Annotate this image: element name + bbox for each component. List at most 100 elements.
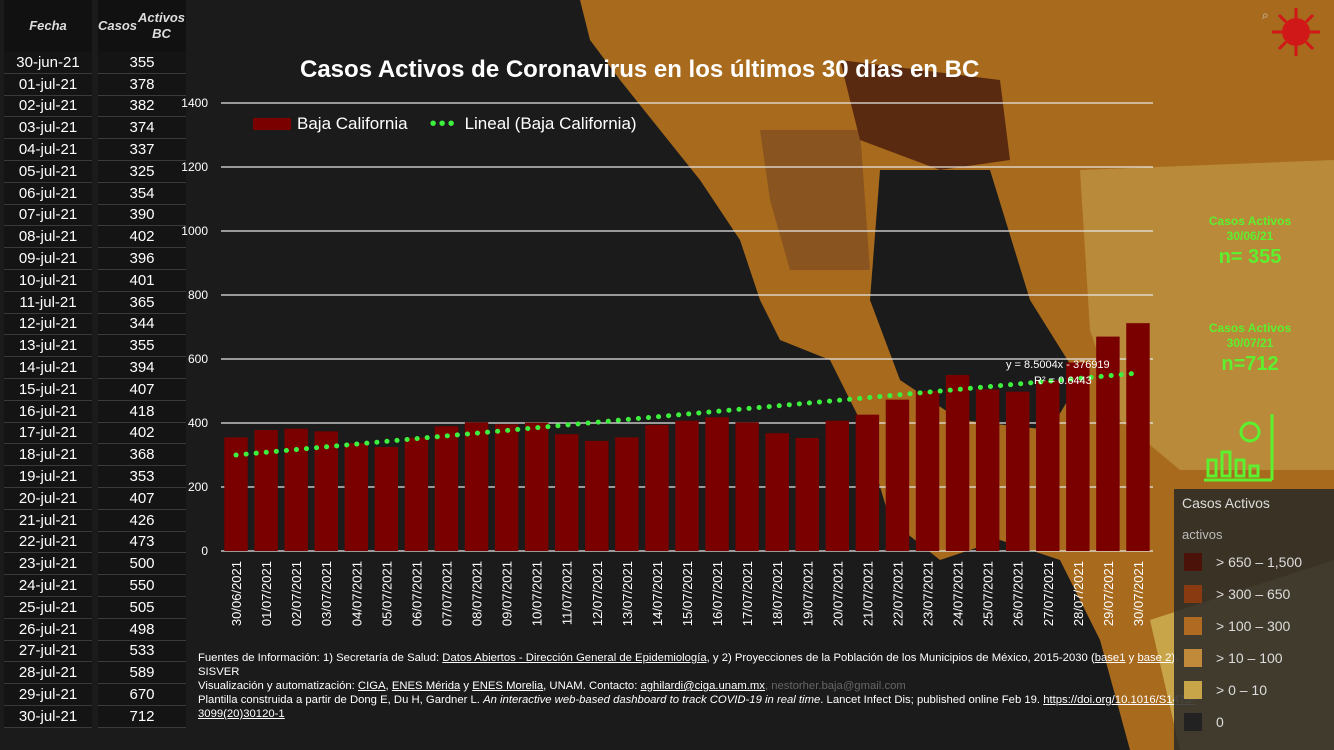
bar — [1096, 336, 1120, 551]
chart-legend: Baja California ••• Lineal (Baja Califor… — [253, 114, 637, 134]
x-tick-label: 05/07/2021 — [379, 561, 394, 626]
trend-line — [233, 370, 1141, 458]
bar — [735, 422, 759, 551]
x-tick-label: 11/07/2021 — [560, 561, 575, 625]
link-enes-merida[interactable]: ENES Mérida — [391, 680, 461, 692]
map-legend-label: > 0 – 10 — [1216, 682, 1267, 698]
row-date: 20-jul-21 — [4, 487, 92, 510]
table-row: 27-jul-21 533 — [4, 640, 188, 663]
table-row: 08-jul-21 402 — [4, 226, 188, 249]
bar — [1005, 391, 1030, 551]
table-row: 30-jun-21 355 — [4, 52, 188, 74]
row-value: 500 — [98, 553, 186, 576]
row-date: 07-jul-21 — [4, 204, 92, 227]
x-tick-label: 15/07/2021 — [680, 561, 695, 626]
bar — [945, 375, 970, 551]
bar — [524, 422, 549, 551]
row-date: 21-jul-21 — [4, 509, 92, 532]
link-datos-abiertos[interactable]: Datos Abiertos - Dirección General de Ep… — [442, 652, 707, 664]
bar — [855, 414, 880, 551]
bar — [1066, 362, 1090, 551]
row-date: 03-jul-21 — [4, 117, 92, 140]
x-tick-label: 21/07/2021 — [860, 561, 875, 626]
link-enes-morelia[interactable]: ENES Morelia — [472, 680, 544, 692]
x-tick-label: 09/07/2021 — [500, 561, 515, 626]
x-tick-label: 01/07/2021 — [259, 561, 274, 626]
search-icon[interactable]: ⌕ — [1262, 8, 1269, 22]
row-date: 26-jul-21 — [4, 618, 92, 641]
bar — [975, 389, 1000, 551]
row-date: 24-jul-21 — [4, 575, 92, 597]
row-value: 368 — [98, 444, 186, 467]
bar — [825, 420, 850, 551]
row-value: 670 — [98, 684, 186, 706]
last-label: Casos Activos — [1208, 321, 1292, 335]
row-date: 13-jul-21 — [4, 335, 92, 358]
bar — [254, 430, 278, 551]
row-date: 11-jul-21 — [4, 291, 92, 314]
link-base2[interactable]: base 2 — [1137, 652, 1172, 664]
x-tick-label: 28/07/2021 — [1071, 561, 1086, 626]
link-base1[interactable]: base1 — [1094, 652, 1126, 664]
row-date: 29-jul-21 — [4, 684, 92, 706]
first-label: Casos Activos — [1208, 214, 1292, 228]
dashboard-chart-icon — [1204, 414, 1274, 482]
map-legend-swatch — [1184, 649, 1202, 667]
x-tick-label: 23/07/2021 — [921, 561, 936, 626]
row-value: 365 — [98, 291, 186, 314]
bar — [434, 426, 459, 551]
cases-table: Fecha Casos Activos BC 30-jun-21 355 01-jul… — [4, 0, 188, 728]
row-value: 426 — [98, 509, 186, 532]
row-date: 15-jul-21 — [4, 378, 92, 401]
row-value: 355 — [98, 52, 186, 74]
row-value: 374 — [98, 117, 186, 140]
trend-equation: y = 8.5004x - 376919 R² = 0.6443 — [1006, 357, 1110, 389]
table-row: 04-jul-21 337 — [4, 139, 188, 161]
table-row: 26-jul-21 498 — [4, 618, 188, 641]
link-ciga[interactable]: CIGA — [357, 680, 386, 692]
map-region — [760, 130, 870, 270]
link-contact-email[interactable]: aghilardi@ciga.unam.mx — [640, 680, 765, 692]
map-legend-item: > 300 – 650 — [1184, 585, 1290, 603]
table-row: 16-jul-21 418 — [4, 400, 188, 423]
row-value: 473 — [98, 531, 186, 554]
table-row: 12-jul-21 344 — [4, 313, 188, 336]
last-date: 30/07/21 — [1226, 336, 1274, 350]
row-date: 01-jul-21 — [4, 73, 92, 96]
table-row: 11-jul-21 365 — [4, 291, 188, 314]
row-value: 407 — [98, 487, 186, 510]
map-legend-title: Casos Activos — [1182, 495, 1270, 511]
table-row: 23-jul-21 500 — [4, 553, 188, 576]
row-value: 396 — [98, 248, 186, 270]
last-value: n=712 — [1221, 353, 1279, 375]
bar — [885, 399, 910, 551]
table-row: 28-jul-21 589 — [4, 662, 188, 685]
bar — [494, 424, 519, 551]
legend-series-label: Baja California — [297, 114, 408, 133]
x-tick-label: 03/07/2021 — [319, 561, 334, 626]
legend-bar-swatch — [253, 118, 291, 130]
map-legend-label: > 100 – 300 — [1216, 618, 1291, 634]
x-tick-label: 22/07/2021 — [890, 561, 905, 626]
chart-title: Casos Activos de Coronavirus en los últi… — [300, 56, 980, 83]
y-tick-label: 400 — [188, 416, 208, 430]
row-value: 353 — [98, 466, 186, 488]
row-value: 550 — [98, 575, 186, 597]
x-tick-label: 19/07/2021 — [800, 561, 815, 626]
row-value: 402 — [98, 422, 186, 445]
bar — [645, 424, 669, 551]
map-gulf — [870, 170, 1080, 430]
row-date: 08-jul-21 — [4, 226, 92, 249]
table-row: 10-jul-21 401 — [4, 269, 188, 292]
x-tick-label: 13/07/2021 — [620, 561, 635, 626]
map-legend-swatch — [1184, 713, 1202, 731]
link-doi[interactable]: https://doi.org/10.1016/S1473-3099(20)30… — [198, 694, 1196, 720]
table-row: 05-jul-21 325 — [4, 160, 188, 183]
row-date: 16-jul-21 — [4, 400, 92, 423]
table-row: 03-jul-21 374 — [4, 117, 188, 140]
x-tick-label: 27/07/2021 — [1041, 561, 1056, 626]
table-row: 09-jul-21 396 — [4, 248, 188, 270]
map-region — [840, 60, 1010, 170]
y-tick-label: 200 — [188, 480, 208, 494]
row-date: 25-jul-21 — [4, 596, 92, 619]
